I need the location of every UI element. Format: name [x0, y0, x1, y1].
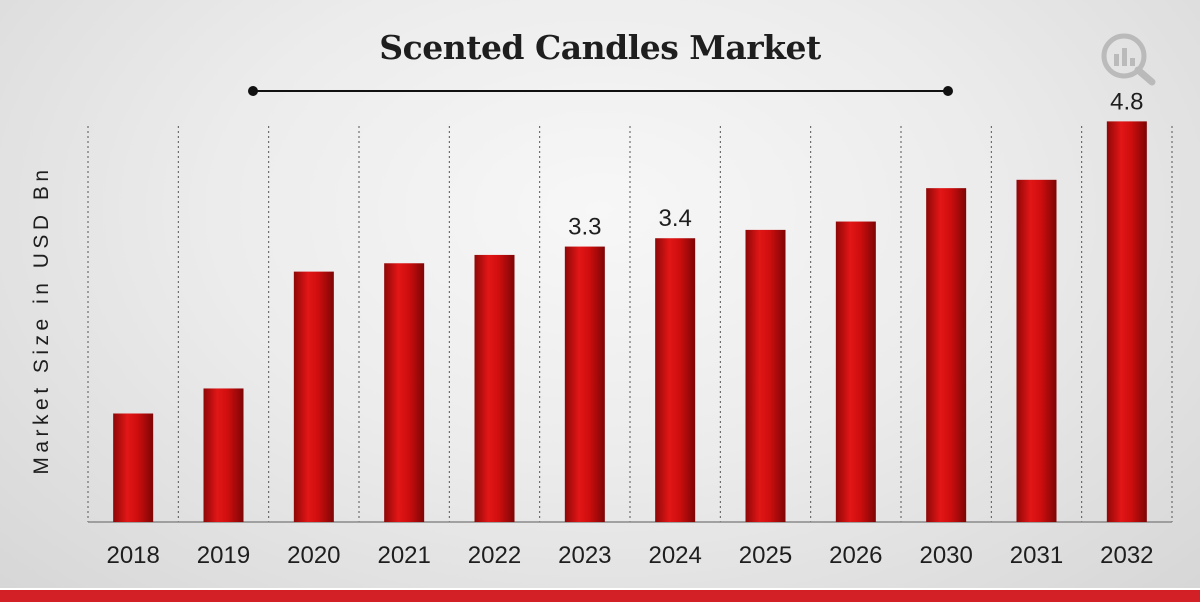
bar-2032 — [1106, 121, 1147, 522]
x-tick-label: 2024 — [648, 542, 701, 569]
market-research-logo-icon — [1101, 33, 1156, 86]
bar-2020 — [293, 271, 334, 522]
bar-2023 — [564, 246, 605, 523]
title-underline-left-dot — [248, 86, 258, 96]
data-label-2023: 3.3 — [568, 214, 601, 241]
title-underline — [248, 86, 953, 96]
x-tick-label: 2018 — [106, 542, 159, 569]
bar-2026 — [835, 221, 876, 523]
bar-2024 — [655, 238, 696, 522]
x-tick-label: 2020 — [287, 542, 340, 569]
chart-title: Scented Candles Market — [379, 28, 821, 67]
bar-2019 — [203, 388, 244, 522]
bar-2022 — [474, 254, 515, 522]
bar-2031 — [1016, 179, 1057, 523]
title-underline-right-dot — [943, 86, 953, 96]
x-tick-label: 2022 — [468, 542, 521, 569]
data-label-2032: 4.8 — [1110, 88, 1143, 115]
bar-2030 — [926, 188, 967, 522]
x-tick-label: 2030 — [919, 542, 972, 569]
x-tick-label: 2026 — [829, 542, 882, 569]
x-tick-label: 2032 — [1100, 542, 1153, 569]
x-tick-label: 2031 — [1010, 542, 1063, 569]
data-label-2024: 3.4 — [658, 205, 691, 232]
bar-2018 — [113, 413, 154, 522]
bar-2021 — [384, 263, 425, 522]
x-tick-label: 2019 — [197, 542, 250, 569]
x-tick-label: 2025 — [739, 542, 792, 569]
x-tick-label: 2023 — [558, 542, 611, 569]
bottom-accent-band — [0, 588, 1200, 602]
bar-2025 — [745, 229, 786, 522]
x-tick-label: 2021 — [377, 542, 430, 569]
